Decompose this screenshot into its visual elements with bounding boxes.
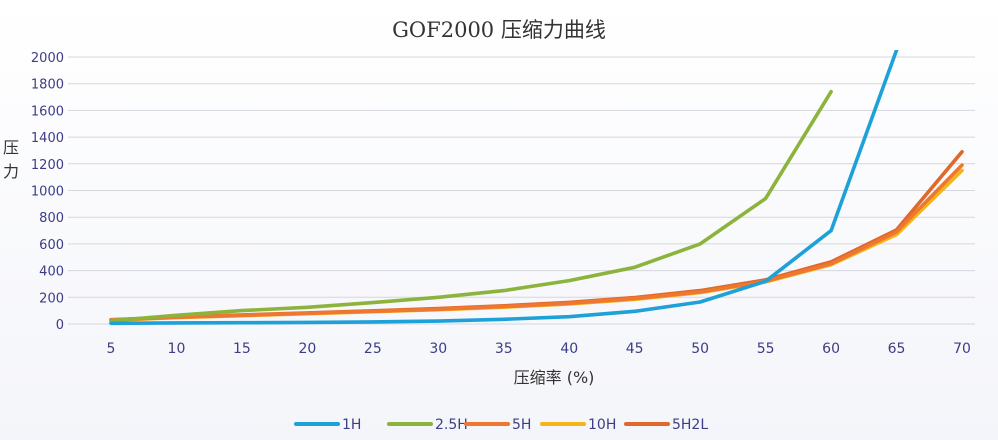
legend-label-2.5H: 2.5H	[435, 417, 468, 433]
y-tick-label-400: 400	[39, 265, 64, 280]
x-tick-label-20: 20	[298, 341, 316, 357]
y-tick-label-1200: 1200	[31, 158, 64, 173]
x-tick-label-60: 60	[822, 341, 840, 357]
legend: 1H 2.5H 5H 10H 5H2L	[294, 417, 708, 433]
x-tick-label-15: 15	[233, 341, 251, 357]
y-tick-label-600: 600	[39, 238, 64, 253]
x-tick-label-30: 30	[429, 341, 447, 357]
series-line-2.5H	[109, 89, 833, 323]
legend-label-5H: 5H	[512, 417, 531, 433]
y-tick-label-0: 0	[56, 318, 64, 333]
legend-label-1H: 1H	[342, 417, 361, 433]
y-tick-label-200: 200	[39, 291, 64, 306]
x-tick-label-70: 70	[953, 341, 971, 357]
x-tick-label-55: 55	[757, 341, 775, 357]
legend-label-10H: 10H	[588, 417, 616, 433]
x-axis-ticks: 5 10 15 20 25 30 35 40 45 50 55 60 65 70	[107, 341, 971, 357]
series-line-5H	[109, 163, 964, 322]
y-tick-label-1600: 1600	[31, 104, 64, 119]
y-axis-ticks: 0 200 400 600 800 1000 1200 1400 1600 1800 2000	[31, 51, 64, 333]
gridlines	[68, 56, 975, 325]
y-tick-label-800: 800	[39, 211, 64, 226]
y-axis-label-char-0: 压	[3, 138, 19, 157]
y-tick-label-2000: 2000	[31, 51, 64, 66]
chart-title: GOF2000 压缩力曲线	[392, 18, 606, 42]
x-tick-label-45: 45	[626, 341, 644, 357]
y-axis-label: 压力	[3, 138, 19, 181]
x-tick-label-50: 50	[691, 341, 709, 357]
x-tick-label-40: 40	[560, 341, 578, 357]
x-tick-label-5: 5	[107, 341, 116, 357]
y-tick-label-1000: 1000	[31, 185, 64, 200]
x-tick-label-10: 10	[168, 341, 186, 357]
x-tick-label-25: 25	[364, 341, 382, 357]
x-axis-label: 压缩率 (%)	[514, 368, 595, 387]
y-axis-label-char-1: 力	[3, 162, 19, 181]
y-tick-label-1800: 1800	[31, 78, 64, 93]
x-tick-label-65: 65	[888, 341, 906, 357]
legend-label-5H2L: 5H2L	[672, 417, 708, 433]
x-tick-label-35: 35	[495, 341, 513, 357]
series-line-1H	[109, 50, 899, 326]
series-lines	[109, 50, 964, 326]
y-tick-label-1400: 1400	[31, 131, 64, 146]
